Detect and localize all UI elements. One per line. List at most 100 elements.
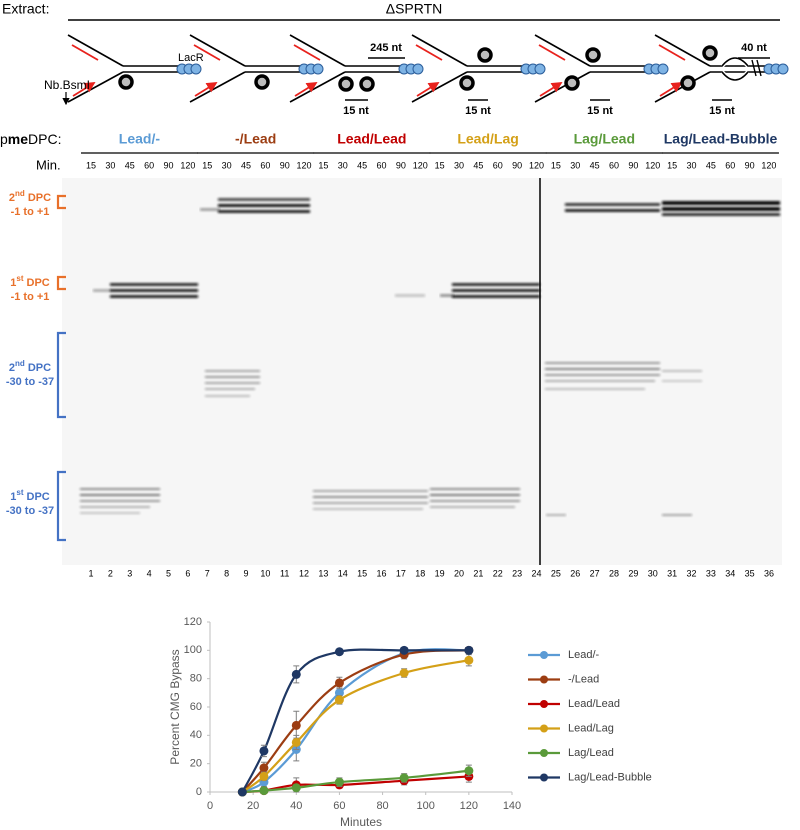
marker-name: DPC	[28, 192, 51, 204]
lane-number: 10	[260, 568, 270, 578]
dpc-heading: pmeDPC:	[0, 131, 61, 147]
marker-range: -1 to +1	[11, 291, 50, 303]
time-label: 60	[493, 160, 503, 170]
series-line	[242, 769, 469, 794]
legend-marker	[540, 773, 548, 782]
data-point	[237, 787, 247, 797]
lane-number: 7	[205, 568, 210, 578]
schematics	[62, 35, 788, 106]
data-point	[399, 645, 409, 655]
y-tick-label: 100	[184, 644, 202, 656]
condition-label: Lag/Lead-Bubble	[664, 131, 778, 147]
lane-number: 15	[357, 568, 367, 578]
condition-label: Lead/-	[119, 131, 161, 147]
data-point	[291, 669, 301, 679]
lane-number: 18	[415, 568, 425, 578]
time-label: 30	[454, 160, 464, 170]
spacing-label: 15 nt	[587, 105, 613, 117]
legend-label: Lag/Lead-Bubble	[568, 771, 652, 783]
time-label: 15	[435, 160, 445, 170]
time-label: 90	[396, 160, 406, 170]
spacing-label: 15 nt	[343, 105, 369, 117]
lane-number: 23	[512, 568, 522, 578]
lane-number: 3	[127, 568, 132, 578]
y-tick-label: 60	[190, 701, 202, 713]
lane-number: 26	[570, 568, 580, 578]
time-label: 120	[180, 160, 195, 170]
time-label: 60	[260, 160, 270, 170]
time-label: 60	[377, 160, 387, 170]
data-point	[399, 773, 409, 783]
nick-label: Nb.BsmI	[44, 78, 90, 92]
time-label: 90	[280, 160, 290, 170]
time-label: 30	[222, 160, 232, 170]
lane-number: 36	[764, 568, 774, 578]
marker-range: -30 to -37	[6, 505, 54, 517]
lane-number: 12	[299, 568, 309, 578]
lane-number: 6	[185, 568, 190, 578]
time-label: 90	[512, 160, 522, 170]
time-label: 120	[645, 160, 660, 170]
legend-marker	[540, 700, 548, 708]
lane-number: 8	[224, 568, 229, 578]
marker-range: -30 to -37	[6, 376, 54, 388]
condition-label: Lag/Lead	[574, 131, 635, 147]
time-label: 45	[590, 160, 600, 170]
marker-ordinal: 1	[10, 491, 16, 503]
x-tick-label: 80	[376, 800, 388, 812]
y-tick-label: 0	[196, 786, 202, 798]
marker-name: DPC	[27, 491, 50, 503]
time-label: 120	[297, 160, 312, 170]
spacing-label: 15 nt	[709, 105, 735, 117]
legend-label: Lead/-	[568, 649, 600, 661]
marker-label: 1st DPC	[10, 274, 50, 289]
marker-suffix: st	[16, 274, 23, 283]
data-point	[334, 777, 344, 787]
time-label: 45	[125, 160, 135, 170]
marker-label: 1st DPC	[10, 488, 50, 503]
x-axis-title: Minutes	[340, 815, 382, 829]
time-label: 15	[551, 160, 561, 170]
legend-label: Lead/Lag	[568, 722, 614, 734]
data-point	[464, 766, 474, 776]
lane-number: 30	[648, 568, 658, 578]
x-tick-label: 0	[207, 800, 213, 812]
lane-number: 19	[435, 568, 445, 578]
data-point	[334, 647, 344, 657]
data-point	[259, 746, 269, 756]
time-label: 30	[338, 160, 348, 170]
legend-marker	[540, 724, 548, 733]
marker-name: DPC	[27, 277, 50, 289]
data-point	[334, 688, 344, 698]
marker-suffix: st	[16, 488, 23, 497]
time-label: 15	[318, 160, 328, 170]
lane-number: 14	[338, 568, 348, 578]
x-tick-label: 40	[290, 800, 302, 812]
data-point	[291, 783, 301, 793]
lane-number: 33	[706, 568, 716, 578]
spacing-label: 40 nt	[741, 42, 767, 54]
time-label: 60	[725, 160, 735, 170]
lane-number: 5	[166, 568, 171, 578]
time-label: 45	[241, 160, 251, 170]
legend-marker	[540, 675, 548, 684]
lane-number: 2	[108, 568, 113, 578]
lane-number: 21	[473, 568, 483, 578]
marker-bracket	[56, 331, 66, 419]
condition-label: Lead/Lead	[337, 131, 406, 147]
lane-number: 32	[686, 568, 696, 578]
lane-number: 29	[628, 568, 638, 578]
lane-number: 24	[532, 568, 542, 578]
data-point	[464, 655, 474, 665]
x-tick-label: 20	[247, 800, 259, 812]
marker-suffix: nd	[15, 189, 25, 198]
legend-marker	[540, 749, 548, 757]
lane-number: 27	[590, 568, 600, 578]
data-point	[259, 771, 269, 781]
time-label: 120	[529, 160, 544, 170]
data-point	[334, 678, 344, 688]
time-label: 90	[163, 160, 173, 170]
legend-label: Lag/Lead	[568, 747, 614, 759]
x-tick-label: 140	[503, 800, 521, 812]
data-point	[291, 720, 301, 730]
